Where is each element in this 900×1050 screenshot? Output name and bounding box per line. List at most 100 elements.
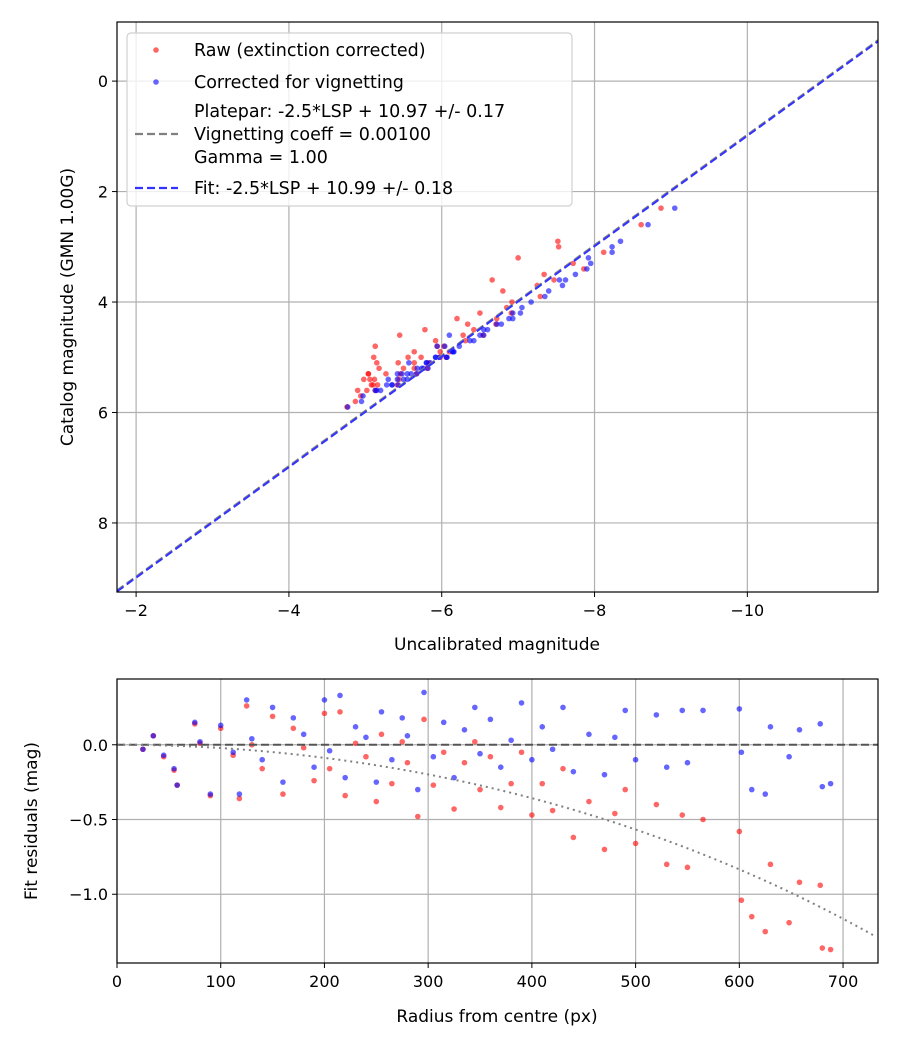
data-point (344, 404, 351, 410)
x-tick-label: −2 (124, 601, 148, 620)
data-point (243, 697, 250, 703)
data-point (518, 700, 525, 706)
x-tick-label: 400 (517, 972, 548, 991)
data-point (487, 716, 494, 723)
data-point (609, 243, 615, 250)
data-point (230, 749, 236, 756)
axes-frame (116, 678, 879, 964)
y-tick-label: 0.0 (83, 736, 108, 755)
data-point (700, 816, 706, 823)
data-point (414, 786, 421, 793)
data-point (430, 753, 437, 760)
data-point (570, 260, 576, 267)
data-point (378, 709, 385, 715)
data-point (440, 749, 447, 756)
data-point (280, 779, 286, 785)
data-point (171, 765, 177, 772)
data-point (367, 376, 373, 383)
data-point (497, 804, 504, 811)
data-point (383, 382, 390, 388)
x-tick-label: 700 (828, 972, 859, 991)
data-point (462, 337, 469, 344)
data-point (370, 382, 376, 388)
data-point (300, 744, 307, 751)
data-point (738, 897, 745, 904)
data-point (464, 321, 471, 327)
data-point (542, 293, 548, 300)
data-point (207, 791, 214, 797)
data-point (371, 376, 378, 383)
data-point (174, 782, 180, 788)
data-point (389, 382, 395, 388)
data-point (671, 205, 678, 211)
data-point (539, 724, 546, 730)
data-point (767, 861, 774, 868)
data-point (440, 719, 447, 726)
data-point (400, 365, 407, 372)
data-point (363, 734, 369, 741)
data-point (612, 734, 618, 741)
x-axis-label: Radius from centre (px) (396, 1007, 597, 1027)
data-point (487, 753, 494, 760)
data-point (562, 277, 569, 283)
data-point (197, 738, 203, 745)
legend-box (126, 32, 573, 207)
data-point (249, 735, 255, 742)
plot-area (117, 689, 878, 953)
data-point (472, 704, 478, 711)
top-axes: −2 −4 −6 −8 −10 0 2 4 6 8 Uncalibrated magnitude Ca… (58, 21, 879, 655)
x-axis-label: Uncalibrated magnitude (394, 635, 600, 655)
data-point (399, 738, 406, 745)
legend-raw-label: Raw (extinction corrected) (194, 41, 426, 61)
data-point (378, 731, 385, 738)
legend-corrected-label: Corrected for vignetting (194, 73, 404, 93)
data-point (539, 780, 546, 787)
legend-corrected-marker (153, 79, 159, 85)
data-point (658, 205, 664, 211)
data-point (762, 791, 769, 797)
data-point (425, 365, 431, 372)
data-point (684, 759, 691, 766)
data-point (509, 310, 516, 316)
y-tick-label: 0 (98, 72, 108, 91)
data-point (373, 798, 380, 805)
data-point (430, 782, 437, 788)
data-point (560, 765, 566, 772)
data-point (601, 771, 608, 778)
data-point (622, 707, 629, 714)
data-point (150, 733, 157, 739)
x-tick-label: 100 (205, 972, 236, 991)
data-point (358, 398, 365, 405)
axes-frame (116, 21, 879, 593)
data-point (519, 304, 525, 311)
legend-platepar-label: Platepar: -2.5*LSP + 10.97 +/- 0.17 (194, 102, 505, 122)
data-point (461, 727, 468, 733)
y-axis-label: Catalog magnitude (GMN 1.00G) (58, 168, 78, 446)
data-point (551, 277, 557, 283)
data-point (259, 765, 266, 772)
data-point (451, 806, 457, 812)
data-point (423, 359, 430, 366)
data-point (638, 221, 644, 228)
data-point (600, 249, 607, 256)
x-tick-label: −6 (430, 601, 454, 620)
data-point (432, 354, 439, 361)
data-point (140, 746, 146, 753)
data-point (762, 928, 769, 935)
data-point (389, 780, 395, 787)
data-point (817, 882, 824, 889)
data-point (529, 756, 535, 763)
data-point (498, 321, 505, 327)
data-point (191, 719, 198, 726)
data-point (529, 812, 535, 818)
data-point (609, 249, 615, 256)
series-raw (344, 205, 664, 410)
data-point (399, 715, 406, 721)
data-point (326, 765, 333, 772)
data-point (377, 387, 384, 394)
data-point (290, 715, 297, 721)
data-point (555, 238, 561, 245)
data-point (679, 812, 686, 818)
fit-line (117, 40, 878, 592)
data-point (653, 712, 660, 718)
